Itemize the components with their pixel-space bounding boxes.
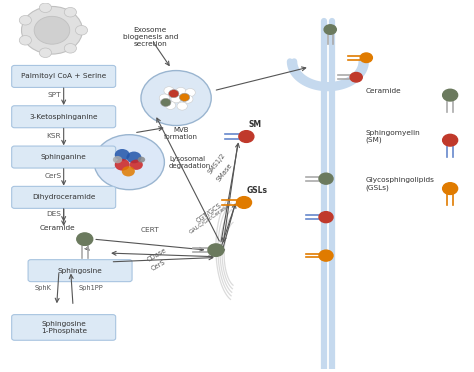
Circle shape — [177, 102, 187, 110]
Circle shape — [75, 26, 88, 35]
Circle shape — [77, 233, 93, 246]
Text: KSR: KSR — [47, 133, 61, 139]
Circle shape — [21, 6, 82, 54]
Circle shape — [239, 131, 254, 142]
Circle shape — [115, 149, 130, 161]
Circle shape — [182, 95, 193, 103]
Text: MVB
formation: MVB formation — [164, 127, 198, 140]
Circle shape — [208, 244, 224, 256]
Text: CGT/GCS: CGT/GCS — [195, 202, 223, 224]
Text: Sphinganine: Sphinganine — [41, 154, 87, 160]
Text: Sph1PP: Sph1PP — [79, 285, 103, 291]
Circle shape — [319, 250, 333, 261]
Circle shape — [130, 160, 143, 170]
FancyBboxPatch shape — [28, 260, 132, 282]
Circle shape — [179, 93, 190, 101]
Text: DES: DES — [46, 211, 61, 217]
Text: Lysosomal
degradation: Lysosomal degradation — [169, 155, 211, 169]
Circle shape — [360, 53, 373, 62]
Circle shape — [324, 25, 337, 34]
Circle shape — [39, 48, 52, 58]
Circle shape — [141, 71, 211, 125]
Text: Sphingosine
1-Phosphate: Sphingosine 1-Phosphate — [41, 321, 87, 334]
Circle shape — [137, 157, 145, 163]
Text: Ceramide: Ceramide — [366, 88, 401, 94]
Circle shape — [34, 16, 70, 44]
Circle shape — [165, 101, 176, 109]
Text: CerS: CerS — [150, 259, 167, 272]
Circle shape — [113, 156, 122, 163]
Circle shape — [159, 94, 170, 102]
Circle shape — [319, 173, 333, 184]
Circle shape — [64, 44, 76, 53]
FancyBboxPatch shape — [12, 315, 116, 340]
Circle shape — [164, 87, 174, 95]
Text: Dihydroceramide: Dihydroceramide — [32, 194, 95, 201]
FancyBboxPatch shape — [12, 186, 116, 208]
Text: SMS1/2: SMS1/2 — [207, 152, 227, 175]
Circle shape — [443, 134, 457, 146]
FancyBboxPatch shape — [12, 146, 116, 168]
Text: Glycosphingolipids
(GSLs): Glycosphingolipids (GSLs) — [366, 177, 435, 191]
Text: Sphingosine: Sphingosine — [58, 267, 102, 274]
Circle shape — [161, 99, 171, 106]
Text: Exosome
biogenesis and
secretion: Exosome biogenesis and secretion — [123, 26, 178, 46]
Text: SMase: SMase — [216, 163, 234, 183]
Text: SM: SM — [249, 120, 262, 129]
Circle shape — [115, 159, 130, 171]
Circle shape — [171, 95, 181, 103]
Text: 3-Ketosphinganine: 3-Ketosphinganine — [29, 114, 98, 120]
Circle shape — [127, 151, 141, 163]
Circle shape — [19, 16, 31, 25]
Circle shape — [350, 73, 362, 82]
Text: GALC/GlcCerase: GALC/GlcCerase — [188, 202, 231, 234]
Circle shape — [122, 166, 135, 176]
Circle shape — [443, 183, 457, 195]
Circle shape — [169, 90, 179, 98]
Text: Palmitoyl CoA + Serine: Palmitoyl CoA + Serine — [21, 73, 106, 80]
Circle shape — [443, 89, 457, 101]
FancyBboxPatch shape — [12, 65, 116, 87]
Text: SphK: SphK — [35, 285, 52, 291]
Circle shape — [64, 7, 76, 17]
Text: CDase: CDase — [146, 247, 167, 263]
Circle shape — [176, 87, 186, 96]
Text: Sphingomyelin
(SM): Sphingomyelin (SM) — [366, 130, 420, 143]
Circle shape — [19, 35, 31, 45]
Circle shape — [237, 197, 252, 208]
Circle shape — [319, 212, 333, 223]
FancyBboxPatch shape — [12, 106, 116, 128]
Text: Ceramide: Ceramide — [40, 225, 75, 231]
Text: GSLs: GSLs — [246, 186, 267, 195]
Text: CerS: CerS — [44, 173, 61, 179]
Circle shape — [39, 3, 52, 13]
Circle shape — [185, 89, 195, 97]
Text: SPT: SPT — [48, 92, 61, 98]
Circle shape — [94, 135, 164, 190]
Text: CERT: CERT — [141, 227, 160, 232]
